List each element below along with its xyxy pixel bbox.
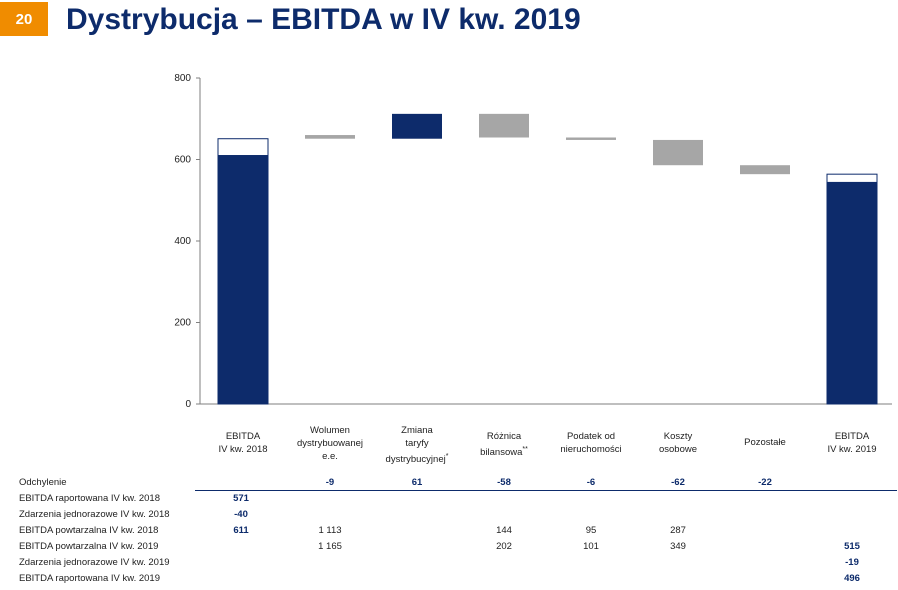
table-row-label: Zdarzenia jednorazowe IV kw. 2019 [19,557,170,568]
table-cell: 515 [844,541,860,552]
bar [566,137,616,140]
table-cell: 496 [844,573,860,584]
table-cell: -58 [497,477,511,488]
y-tick-label: 400 [174,236,191,247]
table-cell: 349 [670,541,686,552]
bar [218,155,268,404]
category-label-line: Zmiana [401,425,433,436]
y-tick-label: 600 [174,155,191,166]
table-cell: -40 [234,509,248,520]
table-cell: -19 [845,557,859,568]
category-label: EBITDA IV kw. 2018 [193,430,293,456]
table-row-label: EBITDA powtarzalna IV kw. 2019 [19,541,159,552]
table-cell: 611 [233,525,249,536]
category-label-line: EBITDA [225,431,261,442]
y-tick-label: 800 [174,73,191,84]
category-label-line: IV kw. 2018 [218,444,268,455]
category-label-line: Koszty [663,431,693,442]
table-row-label: EBITDA raportowana IV kw. 2018 [19,493,160,504]
table-cell: 202 [496,541,512,552]
table-cell: 287 [670,525,686,536]
category-label: Koszty osobowe [628,430,728,456]
category-label-line: EBITDA [834,431,870,442]
category-label-line: dystrybucyjnej [385,454,446,466]
table-cell: -9 [325,477,335,488]
footnote-mark: * [445,453,449,460]
category-label: Pozostałe [715,436,815,449]
category-label-line: dystrybuowanej [296,438,363,449]
y-tick-label: 200 [174,318,191,329]
table-row-label: EBITDA powtarzalna IV kw. 2018 [19,525,159,536]
bar [392,113,442,139]
category-label-line: Wolumen [310,425,350,436]
table-cell: -6 [586,477,596,488]
category-label-line: IV kw. 2019 [827,444,877,455]
bar [305,135,355,139]
waterfall-chart: 0 200 400 600 800 [174,73,892,410]
table-cell: 144 [496,525,512,536]
y-tick-label: 0 [185,399,191,410]
category-label: EBITDA IV kw. 2019 [802,430,898,456]
table-cell: -62 [671,477,685,488]
category-label-line: taryfy [405,438,429,449]
bar [479,113,529,138]
table-cell: 1 113 [318,525,342,536]
table-cell: -22 [758,477,772,488]
bar [653,139,703,166]
category-label-line: e.e. [322,451,338,462]
table-row-label: EBITDA raportowana IV kw. 2019 [19,573,160,584]
table-cell: 61 [411,477,423,488]
category-label: Różnica bilansowa** [454,430,554,459]
page-number-badge: 20 [0,2,48,36]
category-label-line: Podatek od [566,431,616,442]
category-label-line: Pozostałe [744,437,786,448]
table-header-rule [195,490,897,491]
table-cell: 1 165 [318,541,342,552]
table-row-label: Odchylenie [19,477,67,488]
category-label: Wolumen dystrybuowanej e.e. [280,424,380,463]
category-label-line: bilansowa [480,447,523,459]
page-title: Dystrybucja – EBITDA w IV kw. 2019 [66,3,581,36]
category-label-line: Różnica [486,431,522,442]
footnote-mark: ** [522,446,528,453]
bar-series [217,113,878,405]
y-axis: 0 200 400 600 800 [174,73,892,410]
table-cell: 101 [583,541,599,552]
table-cell: 95 [585,525,597,536]
bar [740,165,790,175]
category-label: Podatek od nieruchomości [541,430,641,456]
table-row-label: Zdarzenia jednorazowe IV kw. 2018 [19,509,170,520]
bar [827,181,877,404]
category-label-line: osobowe [658,444,698,455]
category-label: Zmiana taryfy dystrybucyjnej* [367,424,467,466]
category-label-line: nieruchomości [560,444,622,455]
table-cell: 571 [233,493,249,504]
